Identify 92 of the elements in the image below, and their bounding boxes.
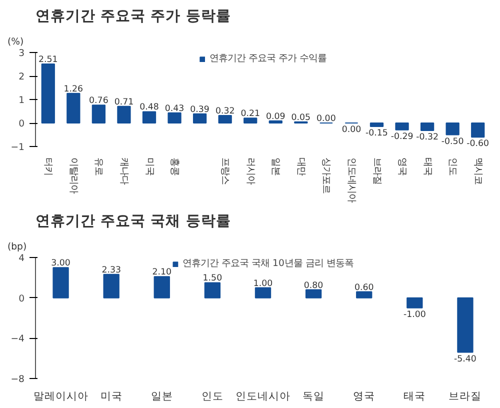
data-label: 0.71 [114, 97, 134, 108]
x-tick-label: 독일 [302, 390, 325, 402]
data-label: -0.29 [390, 132, 414, 142]
bar [395, 122, 409, 130]
data-label: 0.00 [316, 114, 336, 124]
data-label: 0.43 [164, 104, 184, 114]
x-tick-label: 말레이시아 [33, 390, 88, 402]
data-label: -0.32 [416, 132, 439, 143]
bar [370, 122, 384, 128]
x-tick-label: 태국 [404, 390, 426, 402]
bar [471, 122, 485, 138]
data-label: 0.21 [240, 109, 260, 120]
bar [142, 111, 156, 124]
y-tick-label: 0 [18, 118, 25, 130]
bar [420, 122, 434, 132]
data-label: 0.76 [89, 96, 108, 106]
x-tick-label: 터키 [42, 158, 54, 176]
data-label: 0.80 [304, 280, 324, 291]
bar [457, 297, 474, 353]
data-label: 3.00 [51, 258, 70, 269]
bar [52, 267, 69, 298]
data-label: 0.09 [266, 112, 286, 122]
data-label: -0.15 [366, 128, 388, 139]
data-label: 0.48 [140, 102, 159, 113]
data-label: 0.00 [342, 125, 362, 135]
data-label: 2.10 [152, 268, 172, 278]
data-label: 0.32 [215, 106, 235, 116]
x-tick-label: 영국 [353, 390, 376, 402]
y-tick-label: −1 [10, 142, 25, 153]
bar [154, 276, 170, 298]
x-tick-label: 싱가포르 [320, 158, 332, 194]
y-tick-label: 3 [18, 48, 25, 59]
x-tick-label: 태국 [422, 158, 433, 176]
chart-title: 연휴기간 주요국 국채 등락률 [36, 212, 231, 230]
y-tick-label: 0 [18, 293, 25, 304]
x-tick-label: 대만 [295, 158, 306, 176]
bar [406, 297, 423, 308]
bar [254, 287, 272, 298]
bar [268, 120, 282, 124]
bar [204, 282, 221, 298]
y-tick-label: 1 [18, 95, 25, 106]
y-tick-label: 4 [18, 253, 25, 264]
x-tick-label: 이탈리아 [68, 158, 79, 194]
y-tick-label: −8 [10, 374, 25, 385]
bar [66, 92, 80, 124]
data-label: -0.50 [441, 136, 464, 147]
data-label: 1.50 [202, 274, 222, 284]
bar [244, 118, 258, 124]
data-label: 2.33 [102, 265, 121, 276]
x-tick-label: 인도네시아 [236, 390, 290, 402]
text: (%) [8, 36, 24, 48]
x-tick-label: 브라질 [371, 158, 382, 184]
bar [41, 64, 55, 124]
x-tick-label: 일본 [150, 390, 173, 402]
x-tick-label: 인도 [447, 158, 458, 176]
chart-title: 연휴기간 주요국 주가 등락률 [36, 8, 231, 24]
x-tick-label: 러시아 [244, 158, 256, 184]
x-tick-label: 미국 [144, 158, 155, 176]
x-tick-label: 미국 [100, 390, 122, 402]
x-tick-label: 인도 [201, 390, 224, 402]
bar [192, 113, 207, 124]
data-label: 1.26 [64, 84, 84, 94]
y-tick-label: 2 [18, 72, 25, 82]
legend-label: 연휴기간 주요국 주가 수익률 [210, 52, 326, 65]
bar [92, 104, 106, 124]
text: (bp) [8, 242, 27, 252]
bar [117, 106, 131, 124]
bar [218, 114, 232, 124]
data-label: -0.60 [466, 139, 490, 150]
x-tick-label: 브라질 [448, 390, 482, 402]
data-label: -5.40 [454, 354, 476, 364]
x-tick-label: 영국 [396, 158, 408, 176]
x-tick-label: 캐나다 [118, 158, 130, 184]
bar [168, 112, 182, 124]
data-label: 0.39 [190, 104, 210, 115]
data-label: 0.60 [354, 282, 374, 293]
x-tick-label: 인도네시아 [346, 158, 357, 202]
bar [305, 289, 322, 298]
bar [446, 122, 460, 136]
y-tick-label: −4 [10, 334, 25, 345]
data-label: 2.51 [38, 55, 58, 66]
bar [103, 274, 120, 298]
legend-label: 연휴기간 주요국 국채 10년물 금리 변동폭 [182, 257, 354, 270]
x-tick-label: 홍콩 [169, 158, 180, 176]
x-tick-label: 유로 [93, 158, 104, 176]
data-label: 0.05 [291, 112, 311, 123]
data-label: -1.00 [403, 310, 426, 320]
bar [356, 291, 372, 298]
data-label: 1.00 [253, 278, 273, 289]
x-tick-label: 일본 [270, 158, 282, 176]
x-tick-label: 프랑스 [220, 158, 231, 184]
x-tick-label: 멕시코 [472, 158, 484, 184]
